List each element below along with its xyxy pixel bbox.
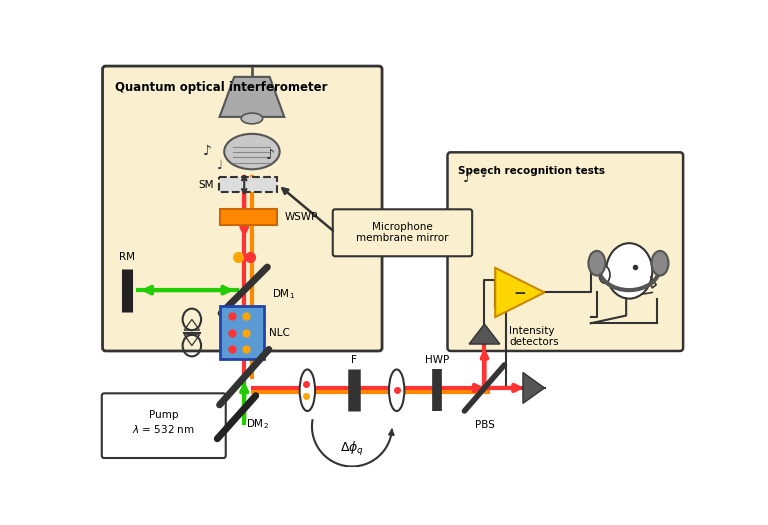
Ellipse shape <box>606 243 652 299</box>
FancyBboxPatch shape <box>448 152 683 351</box>
FancyBboxPatch shape <box>103 66 382 351</box>
Text: $\lambda$ = 532 nm: $\lambda$ = 532 nm <box>132 423 195 435</box>
Bar <box>219 177 276 192</box>
Text: ♩: ♩ <box>217 159 223 172</box>
Ellipse shape <box>300 370 315 411</box>
Polygon shape <box>469 324 500 344</box>
FancyBboxPatch shape <box>220 208 277 225</box>
Ellipse shape <box>241 113 263 124</box>
Ellipse shape <box>224 134 280 169</box>
Text: Intensity
detectors: Intensity detectors <box>509 326 559 347</box>
Text: ♪: ♪ <box>266 148 275 162</box>
Text: HWP: HWP <box>425 355 449 365</box>
Ellipse shape <box>389 370 405 411</box>
Text: F: F <box>351 355 356 365</box>
Text: ♩: ♩ <box>482 167 487 180</box>
Text: −: − <box>514 287 526 301</box>
Text: RM: RM <box>119 253 135 262</box>
Text: DM$_2$: DM$_2$ <box>246 417 269 431</box>
Ellipse shape <box>651 251 668 276</box>
Text: SM: SM <box>199 180 214 190</box>
Text: ♪: ♪ <box>203 144 211 159</box>
FancyBboxPatch shape <box>333 209 472 256</box>
FancyBboxPatch shape <box>220 306 264 360</box>
Text: NLC: NLC <box>269 328 290 338</box>
FancyBboxPatch shape <box>102 393 226 458</box>
Text: DM$_1$: DM$_1$ <box>272 287 295 301</box>
Text: Quantum optical interferometer: Quantum optical interferometer <box>115 81 327 94</box>
Text: PBS: PBS <box>475 421 495 430</box>
Text: $\Delta\phi_q$: $\Delta\phi_q$ <box>340 440 364 458</box>
Text: Microphone
membrane mirror: Microphone membrane mirror <box>356 222 449 243</box>
Text: WSWP: WSWP <box>284 212 318 222</box>
Polygon shape <box>220 77 284 117</box>
Text: Pump: Pump <box>149 410 178 419</box>
Polygon shape <box>495 268 545 317</box>
Text: Speech recognition tests: Speech recognition tests <box>458 166 605 176</box>
Text: ♪: ♪ <box>463 171 472 185</box>
Ellipse shape <box>599 266 610 283</box>
Ellipse shape <box>588 251 605 276</box>
Polygon shape <box>523 373 545 403</box>
